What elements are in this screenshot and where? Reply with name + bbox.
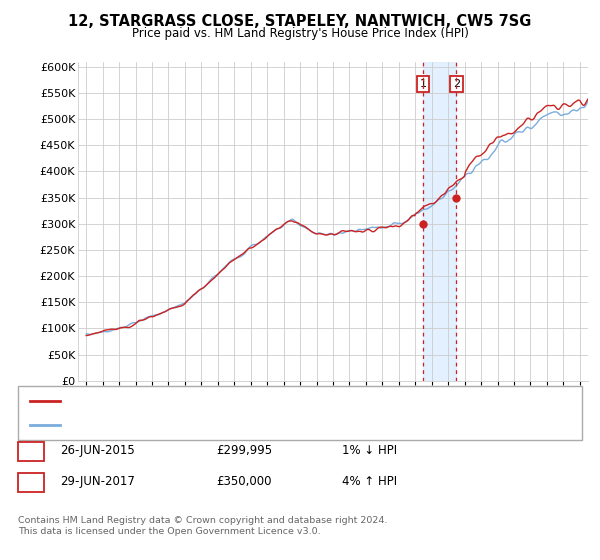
Text: 2: 2	[452, 79, 460, 89]
Text: HPI: Average price, detached house, Cheshire East: HPI: Average price, detached house, Ches…	[66, 419, 331, 430]
Bar	[423, 62, 456, 381]
Text: 2: 2	[28, 475, 35, 488]
Text: 1: 1	[28, 444, 35, 458]
Text: £299,995: £299,995	[216, 444, 272, 458]
Text: 1% ↓ HPI: 1% ↓ HPI	[342, 444, 397, 458]
Text: 29-JUN-2017: 29-JUN-2017	[60, 475, 135, 488]
Text: 12, STARGRASS CLOSE, STAPELEY, NANTWICH, CW5 7SG: 12, STARGRASS CLOSE, STAPELEY, NANTWICH,…	[68, 14, 532, 29]
Text: 26-JUN-2015: 26-JUN-2015	[60, 444, 135, 458]
Text: 4% ↑ HPI: 4% ↑ HPI	[342, 475, 397, 488]
Text: Price paid vs. HM Land Registry's House Price Index (HPI): Price paid vs. HM Land Registry's House …	[131, 27, 469, 40]
Text: 12, STARGRASS CLOSE, STAPELEY, NANTWICH, CW5 7SG (detached house): 12, STARGRASS CLOSE, STAPELEY, NANTWICH,…	[66, 396, 456, 407]
Text: 1: 1	[419, 79, 427, 89]
Text: £350,000: £350,000	[216, 475, 271, 488]
Text: Contains HM Land Registry data © Crown copyright and database right 2024.
This d: Contains HM Land Registry data © Crown c…	[18, 516, 388, 536]
